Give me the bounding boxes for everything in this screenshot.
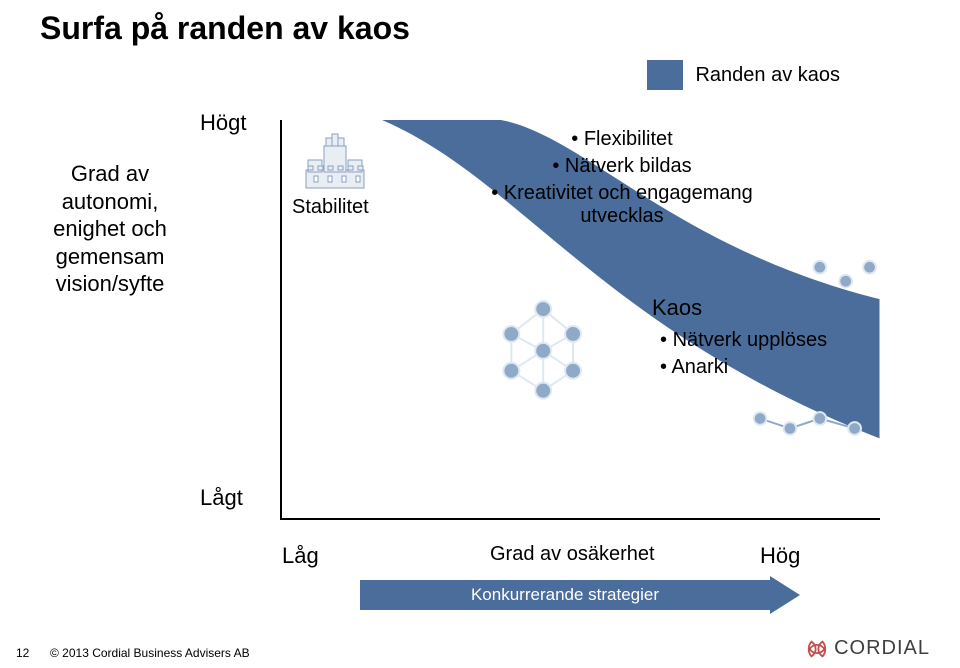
stability-label: Stabilitet [292, 196, 369, 219]
y-axis-title-line: enighet och [20, 215, 200, 243]
y-axis-title-line: autonomi, [20, 188, 200, 216]
y-axis-low-label: Lågt [200, 485, 243, 511]
kaos-block: Kaos • Nätverk upplöses • Anarki [652, 295, 852, 383]
y-axis-title-line: vision/syfte [20, 270, 200, 298]
arrow-head-icon [770, 576, 800, 614]
slide-title: Surfa på randen av kaos [40, 10, 410, 47]
band-bullet-3-text: Kreativitet och engagemang utvecklas [504, 182, 753, 227]
band-bullet-3: • Kreativitet och engagemang utvecklas [472, 182, 772, 228]
band-bullet-1: • Flexibilitet [571, 128, 672, 151]
arrow-body: Konkurrerande strategier [360, 580, 770, 610]
kaos-bullet-1: • Nätverk upplöses [660, 329, 852, 352]
copyright-text: © 2013 Cordial Business Advisers AB [50, 646, 250, 660]
kaos-bullet-2: • Anarki [660, 356, 852, 379]
castle-icon [300, 124, 370, 194]
kaos-bullet-1-text: Nätverk upplöses [673, 329, 828, 351]
legend: Randen av kaos [647, 60, 840, 90]
logo-text: CORDIAL [834, 637, 930, 660]
slide-root: Surfa på randen av kaos Randen av kaos H… [0, 0, 960, 668]
page-number: 12 [16, 646, 29, 660]
y-axis-high-label: Högt [200, 110, 246, 136]
band-bullet-2-text: Nätverk bildas [565, 155, 692, 177]
x-axis-high-label: Hög [760, 543, 800, 569]
cordial-logo: CORDIAL [806, 637, 930, 660]
kaos-bullet-2-text: Anarki [671, 356, 728, 378]
legend-label: Randen av kaos [695, 64, 840, 87]
legend-swatch [647, 60, 683, 90]
x-axis-title: Grad av osäkerhet [490, 543, 655, 566]
y-axis-title-line: gemensam [20, 243, 200, 271]
diagram-chart: Stabilitet • Flexibilitet • Nätverk bild… [280, 120, 880, 520]
y-axis-title-line: Grad av [20, 160, 200, 188]
kaos-heading: Kaos [652, 295, 852, 321]
logo-knot-icon [806, 638, 828, 660]
band-bullets: • Flexibilitet • Nätverk bildas • Kreati… [472, 126, 772, 230]
y-axis-title: Grad avautonomi,enighet ochgemensamvisio… [20, 160, 200, 298]
band-bullet-2: • Nätverk bildas [552, 155, 691, 178]
x-axis-low-label: Låg [282, 543, 319, 569]
band-bullet-1-text: Flexibilitet [584, 128, 673, 150]
strategies-arrow: Konkurrerande strategier [360, 580, 800, 610]
arrow-label: Konkurrerande strategier [471, 585, 659, 605]
